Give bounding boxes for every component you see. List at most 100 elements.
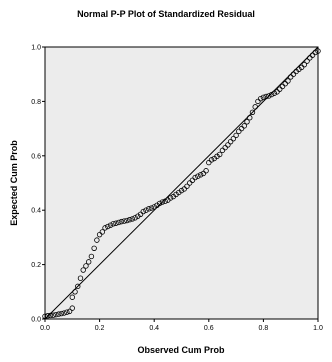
data-point xyxy=(225,142,231,148)
data-point xyxy=(124,217,130,224)
data-point xyxy=(126,217,133,223)
data-point xyxy=(69,294,75,300)
data-point xyxy=(151,204,157,210)
data-point xyxy=(69,305,75,311)
data-point xyxy=(268,91,275,98)
data-point xyxy=(238,125,245,132)
data-point xyxy=(266,93,272,99)
data-point xyxy=(45,313,51,319)
data-point xyxy=(298,64,305,71)
data-point xyxy=(75,283,81,290)
data-point xyxy=(203,168,209,174)
data-point xyxy=(312,49,318,56)
data-point xyxy=(282,81,288,87)
data-point xyxy=(167,195,174,201)
data-point xyxy=(146,206,152,212)
data-point xyxy=(53,311,59,318)
y-tick-label: 0.8 xyxy=(31,99,41,106)
x-tick-label: 1.0 xyxy=(313,325,323,332)
data-point xyxy=(47,312,54,319)
y-tick-label: 0.0 xyxy=(31,317,41,324)
x-axis-label: Observed Cum Prob xyxy=(137,345,225,355)
x-tick-label: 0.4 xyxy=(149,325,159,332)
data-point xyxy=(102,225,108,231)
data-point xyxy=(148,205,155,211)
data-point xyxy=(304,58,310,64)
data-point xyxy=(77,275,84,281)
data-points xyxy=(42,48,321,319)
data-point xyxy=(66,308,73,315)
x-tick-label: 0.0 xyxy=(40,325,50,332)
data-point xyxy=(80,267,86,273)
data-point xyxy=(260,94,267,101)
data-point xyxy=(236,128,242,135)
data-point xyxy=(241,123,247,129)
data-point xyxy=(184,183,190,189)
y-tick-label: 0.6 xyxy=(31,153,41,160)
data-point xyxy=(247,115,253,121)
data-point xyxy=(227,138,234,145)
data-point xyxy=(255,98,261,105)
data-point xyxy=(55,311,62,317)
data-point xyxy=(64,309,70,315)
data-point xyxy=(279,83,286,90)
y-axis: 0.0 0.2 0.4 0.6 0.8 1.0 xyxy=(31,45,45,324)
data-point xyxy=(72,289,78,295)
data-point xyxy=(137,211,144,217)
data-point xyxy=(162,198,168,204)
data-point xyxy=(83,263,89,269)
data-point xyxy=(116,219,122,226)
data-point xyxy=(118,218,125,225)
data-point xyxy=(233,132,239,139)
data-point xyxy=(189,177,196,183)
data-point xyxy=(307,55,313,61)
data-point xyxy=(58,310,65,317)
data-point xyxy=(99,229,106,235)
data-point xyxy=(230,135,237,142)
data-point xyxy=(132,215,138,221)
data-point xyxy=(140,208,146,215)
data-point xyxy=(61,310,67,316)
data-point xyxy=(85,259,92,265)
x-axis: 0.0 0.2 0.4 0.6 0.8 1.0 xyxy=(40,319,323,332)
data-point xyxy=(156,200,163,207)
data-point xyxy=(252,104,258,110)
data-point xyxy=(290,71,297,77)
data-point xyxy=(206,159,212,166)
data-point xyxy=(42,313,48,319)
data-point xyxy=(96,231,103,238)
data-point xyxy=(257,95,264,102)
data-point xyxy=(195,173,201,179)
y-axis-label: Expected Cum Prob xyxy=(9,140,19,226)
data-point xyxy=(88,253,95,260)
data-point xyxy=(277,86,283,92)
data-point xyxy=(217,151,223,158)
data-point xyxy=(91,245,97,251)
data-point xyxy=(315,48,321,54)
data-point xyxy=(94,237,100,243)
data-point xyxy=(50,312,56,318)
x-tick-label: 0.2 xyxy=(95,325,105,332)
data-point xyxy=(143,207,149,213)
data-point xyxy=(208,157,215,163)
data-point xyxy=(178,187,185,194)
data-point xyxy=(222,144,228,151)
data-point xyxy=(107,222,114,228)
y-tick-label: 1.0 xyxy=(31,45,41,52)
data-point xyxy=(244,119,250,125)
data-point xyxy=(271,90,278,96)
data-point xyxy=(285,78,291,84)
data-point xyxy=(301,61,308,68)
y-tick-label: 0.4 xyxy=(31,208,41,215)
data-point xyxy=(181,186,187,192)
data-point xyxy=(129,216,136,222)
data-point xyxy=(105,223,111,230)
data-point xyxy=(263,93,269,100)
data-point xyxy=(197,172,204,178)
data-point xyxy=(274,89,280,95)
y-tick-label: 0.2 xyxy=(31,262,41,269)
data-point xyxy=(159,199,166,205)
data-point xyxy=(121,218,127,224)
data-point xyxy=(219,147,226,154)
